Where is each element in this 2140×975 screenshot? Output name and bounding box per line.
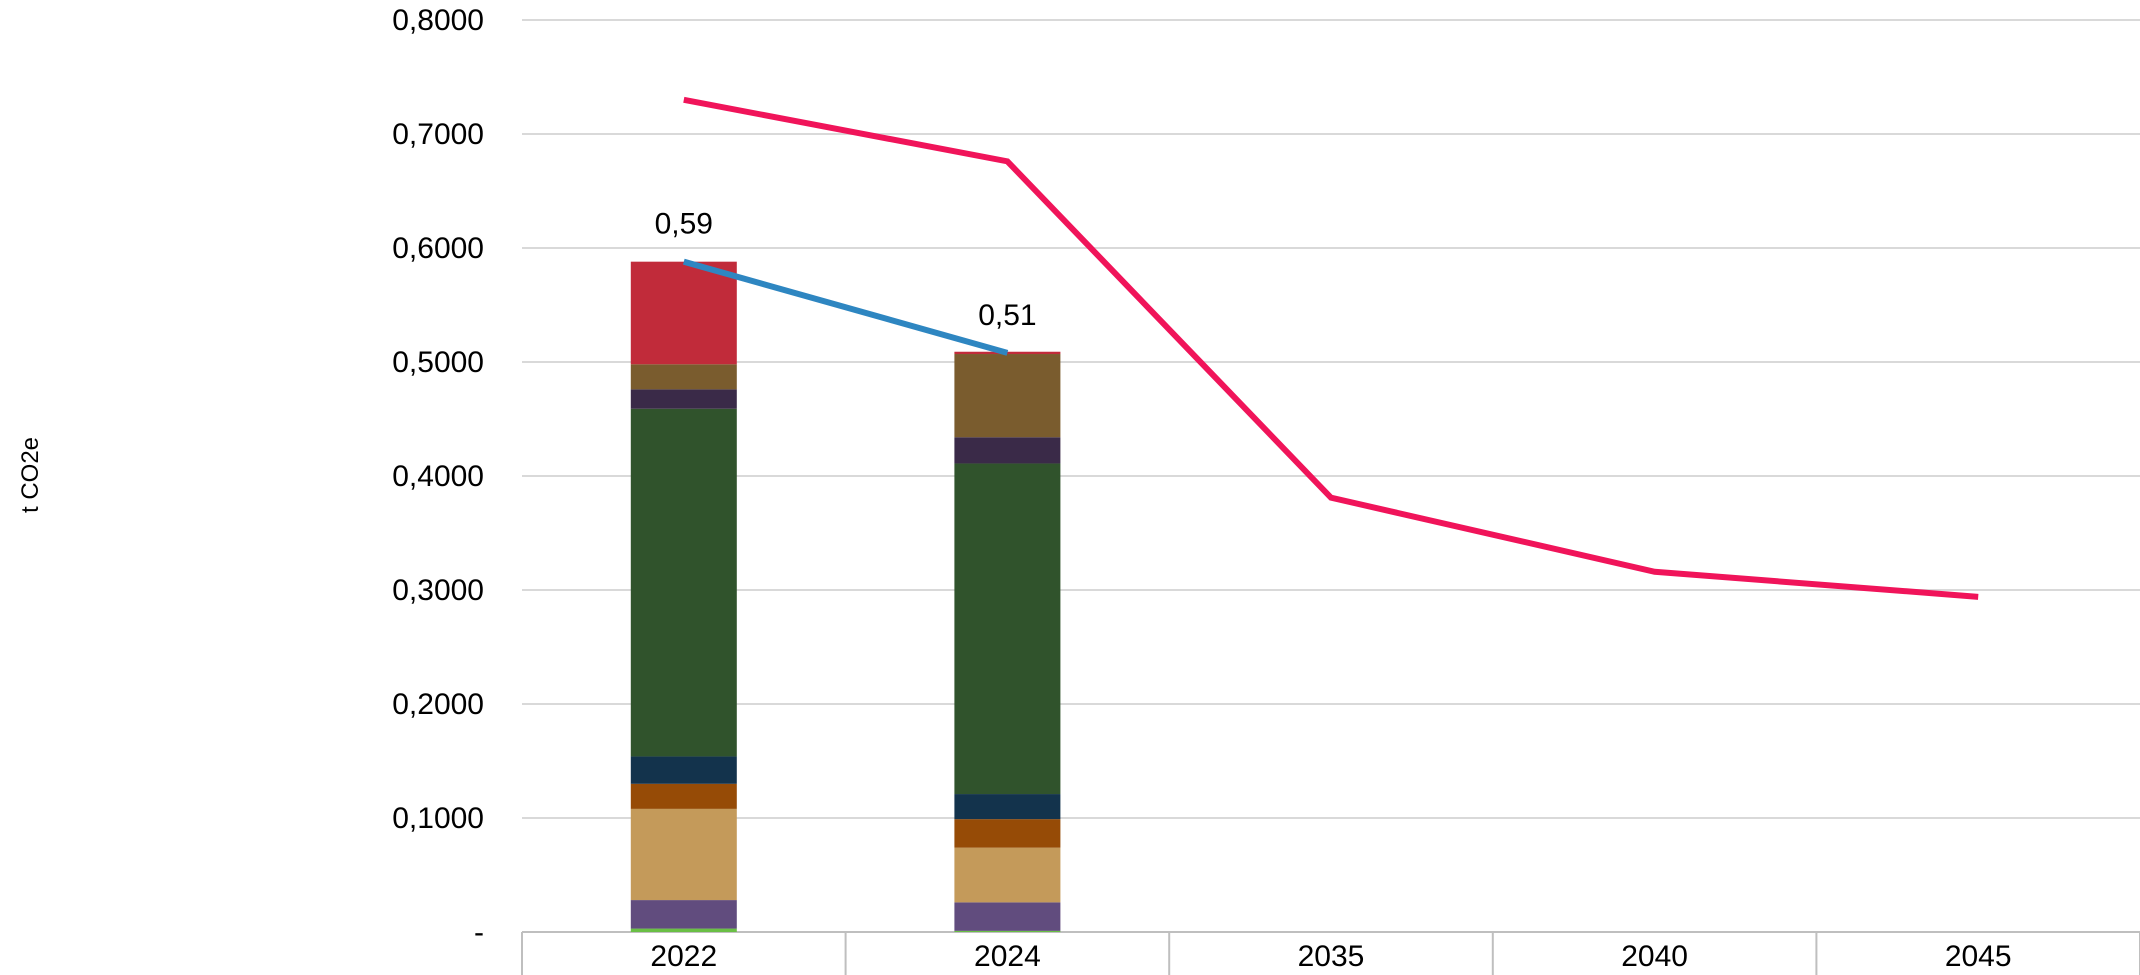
bar-segment [630, 783, 737, 809]
bar-segment [954, 819, 1061, 848]
bar-segment [954, 463, 1061, 795]
y-tick-label: 0,3000 [392, 574, 484, 607]
bar-segment [630, 389, 737, 409]
stacked-bars [630, 261, 1061, 932]
y-tick-label: - [474, 916, 484, 949]
x-tick-label: 2022 [650, 940, 717, 973]
bar-segment [630, 756, 737, 784]
y-tick-label: 0,5000 [392, 346, 484, 379]
y-tick-label: 0,8000 [392, 4, 484, 37]
bar-segment [954, 902, 1061, 931]
y-axis-label: t CO2e [17, 437, 44, 513]
y-tick-label: 0,7000 [392, 118, 484, 151]
bar-segment [954, 930, 1061, 932]
x-tick-label: 2035 [1298, 940, 1365, 973]
series-line [682, 258, 1009, 356]
bar-segment [954, 437, 1061, 464]
y-tick-label: 0,4000 [392, 460, 484, 493]
bar-segment [954, 354, 1061, 438]
bar-segment [630, 808, 737, 901]
bar-segment [630, 364, 737, 390]
y-tick-label: 0,6000 [392, 232, 484, 265]
series-line [683, 96, 1979, 600]
x-tick-label: 2045 [1945, 940, 2012, 973]
bar-segment [630, 928, 737, 932]
data-labels: 0,59 0,51 [655, 208, 1037, 332]
data-label: 0,51 [978, 299, 1036, 332]
y-tick-label: 0,2000 [392, 688, 484, 721]
x-tick-label: 2040 [1621, 940, 1688, 973]
bar-segment [630, 900, 737, 929]
bar-segment [954, 847, 1061, 903]
y-tick-label: 0,1000 [392, 802, 484, 835]
data-label: 0,59 [655, 208, 713, 241]
x-tick-label: 2024 [974, 940, 1041, 973]
lines [682, 96, 1979, 600]
gridlines [522, 19, 2140, 819]
x-axis: 2022 2024 2035 2040 2045 [521, 931, 2140, 975]
bar-segment [954, 794, 1061, 820]
bar-segment [630, 408, 737, 757]
bar-segment [630, 261, 737, 365]
y-axis-ticks: - 0,1000 0,2000 0,3000 0,4000 0,5000 0,6000 0,7… [392, 4, 484, 949]
